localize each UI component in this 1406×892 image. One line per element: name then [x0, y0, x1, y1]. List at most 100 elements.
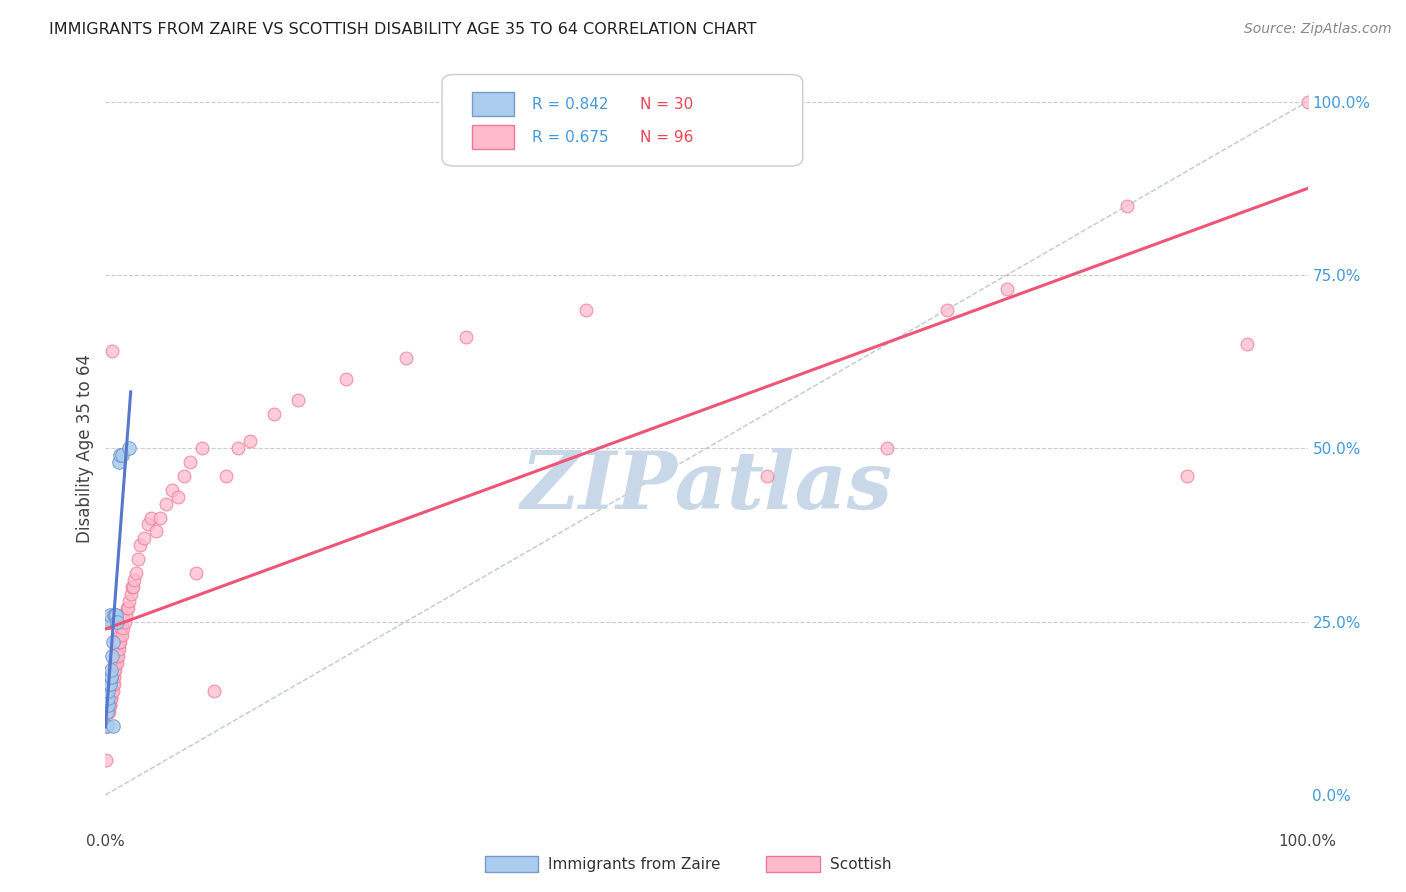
Point [108, 448, 131, 462]
Point [184, 566, 207, 580]
Point [101, 670, 124, 684]
Point [202, 684, 225, 698]
Point [121, 580, 143, 594]
Point [97, 705, 120, 719]
Point [103, 677, 125, 691]
Text: N = 30: N = 30 [640, 96, 693, 112]
Point [97, 698, 120, 712]
Point [120, 587, 142, 601]
Point [97, 690, 120, 705]
Point [108, 635, 131, 649]
Point [96, 718, 118, 732]
Text: ZIPatlas: ZIPatlas [520, 448, 893, 525]
Point [98, 698, 121, 712]
Point [111, 622, 134, 636]
Point [97, 698, 120, 712]
Point [98, 690, 121, 705]
Point [111, 615, 134, 629]
Point [98, 607, 121, 622]
Point [100, 663, 122, 677]
Point [1177, 469, 1199, 483]
Point [96, 718, 118, 732]
Point [100, 670, 122, 684]
Point [166, 490, 188, 504]
Point [876, 442, 898, 455]
Point [103, 670, 125, 684]
Point [98, 690, 121, 705]
Point [104, 642, 127, 657]
FancyBboxPatch shape [472, 125, 515, 149]
Point [104, 607, 127, 622]
Point [96, 698, 118, 712]
Point [100, 670, 122, 684]
Point [107, 615, 129, 629]
Point [98, 705, 121, 719]
Text: Immigrants from Zaire: Immigrants from Zaire [548, 857, 721, 871]
Point [97, 684, 120, 698]
Point [101, 635, 124, 649]
Point [118, 594, 141, 608]
Point [98, 677, 121, 691]
Point [114, 615, 136, 629]
Point [103, 656, 125, 670]
Point [103, 663, 125, 677]
Text: Source: ZipAtlas.com: Source: ZipAtlas.com [1244, 22, 1392, 37]
Point [105, 635, 128, 649]
Point [100, 690, 122, 705]
Point [98, 684, 121, 698]
Text: N = 96: N = 96 [640, 129, 693, 145]
Point [97, 684, 120, 698]
Point [98, 670, 121, 684]
Point [127, 552, 149, 566]
Point [98, 698, 121, 712]
Point [100, 670, 122, 684]
Point [456, 330, 478, 344]
Point [1296, 95, 1319, 109]
Point [995, 282, 1018, 296]
Point [335, 372, 357, 386]
Point [1116, 198, 1139, 212]
Point [239, 434, 262, 449]
Point [94, 753, 117, 767]
Point [575, 302, 598, 317]
Point [97, 615, 120, 629]
Point [97, 690, 120, 705]
Point [124, 566, 146, 580]
Point [226, 442, 249, 455]
Point [104, 649, 127, 664]
Point [96, 690, 118, 705]
Point [100, 677, 122, 691]
Point [287, 392, 309, 407]
Point [108, 628, 131, 642]
Point [107, 635, 129, 649]
Point [124, 573, 146, 587]
Point [101, 684, 124, 698]
Point [755, 469, 778, 483]
Point [145, 524, 167, 539]
Point [107, 649, 129, 664]
Point [98, 677, 121, 691]
Point [129, 538, 152, 552]
Point [107, 649, 129, 664]
Point [100, 677, 122, 691]
FancyBboxPatch shape [441, 75, 803, 166]
Point [103, 607, 125, 622]
Point [98, 677, 121, 691]
Point [107, 642, 129, 657]
Point [104, 663, 127, 677]
Point [115, 607, 138, 622]
Point [155, 497, 177, 511]
Point [98, 677, 121, 691]
Point [100, 690, 122, 705]
Point [103, 663, 125, 677]
Point [160, 483, 183, 497]
FancyBboxPatch shape [472, 92, 515, 117]
Point [96, 705, 118, 719]
Point [1236, 337, 1258, 351]
Point [115, 600, 138, 615]
Point [179, 455, 201, 469]
Point [98, 670, 121, 684]
Point [395, 351, 418, 365]
Point [190, 442, 212, 455]
Point [101, 684, 124, 698]
